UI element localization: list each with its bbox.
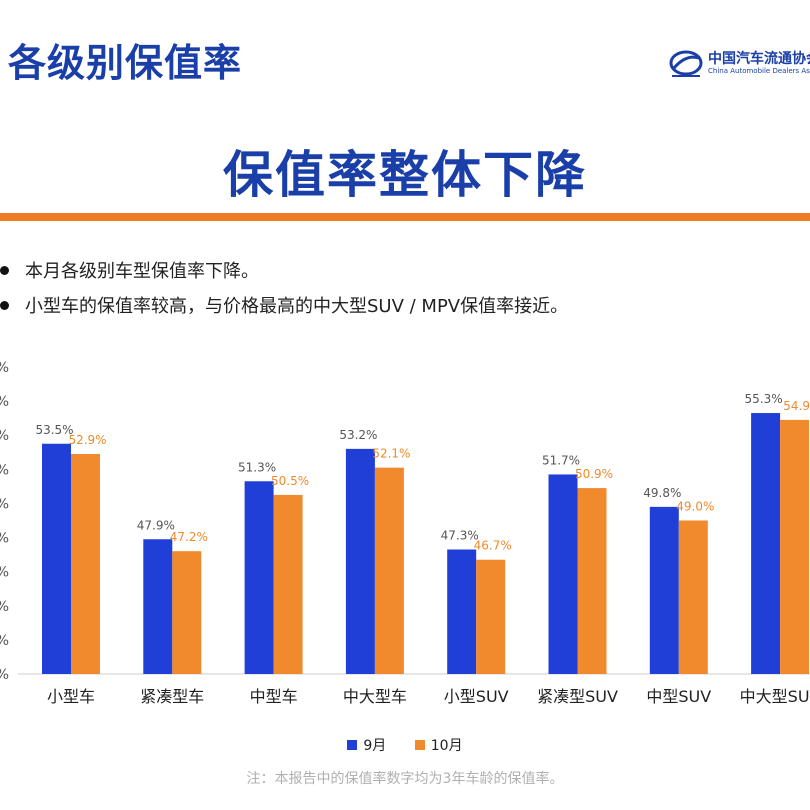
bar-oct-0 — [71, 453, 100, 674]
page-title: 各级别保值率 — [8, 41, 243, 85]
y-tick-label: % — [0, 633, 9, 649]
y-tick-label: % — [0, 360, 9, 376]
y-tick-label: % — [0, 565, 9, 581]
orange-divider — [0, 213, 810, 221]
y-tick-label: % — [0, 531, 9, 547]
category-label: 紧凑型SUV — [537, 687, 618, 706]
bar-oct-1 — [172, 551, 202, 674]
data-label-sep: 51.7% — [542, 453, 580, 467]
category-label: 中大型SUV — [740, 687, 810, 706]
data-label-oct: 47.2% — [170, 530, 208, 544]
bar-sep-0 — [42, 443, 71, 674]
logo-name-cn: 中国汽车流通协会 — [708, 51, 810, 67]
bullet-dot-icon — [0, 265, 9, 275]
legend-item-sep: 9月 — [347, 735, 386, 755]
chart-legend: 9月 10月 — [0, 735, 810, 755]
bar-sep-2 — [244, 481, 274, 674]
headline: 保值率整体下降 — [223, 146, 587, 204]
logo-name-en: China Automobile Dealers Association — [708, 67, 810, 75]
legend-swatch-orange — [414, 740, 425, 750]
data-label-oct: 46.7% — [474, 539, 512, 553]
bar-oct-6 — [678, 520, 708, 674]
bar-sep-1 — [143, 539, 173, 674]
category-label: 中型车 — [250, 687, 298, 706]
bar-chart: %%%%%%%%%% 53.5%52.9% 小型车 47.9%47.2% 紧凑型车 51.… — [0, 360, 810, 706]
y-tick-label: % — [0, 599, 9, 615]
bar-sep-3 — [345, 448, 375, 674]
bullet-item: 本月各级别车型保值率下降。 — [0, 257, 259, 283]
bullet-item: 小型车的保值率较高，与价格最高的中大型SUV / MPV保值率接近。 — [0, 292, 568, 318]
category-label: 中型SUV — [646, 687, 711, 706]
bullet-text: 小型车的保值率较高，与价格最高的中大型SUV / MPV保值率接近。 — [25, 296, 569, 317]
category-label: 小型SUV — [444, 687, 509, 706]
category-label: 紧凑型车 — [140, 687, 204, 706]
data-label-oct: 52.1% — [372, 447, 410, 461]
data-label-oct: 49.0% — [676, 500, 714, 514]
y-tick-label: % — [0, 394, 9, 410]
bar-sep-4 — [447, 549, 477, 674]
legend-label: 10月 — [430, 738, 463, 754]
data-label-oct: 54.9 — [783, 399, 810, 413]
bullet-dot-icon — [0, 300, 9, 310]
bar-sep-5 — [548, 474, 578, 674]
footnote: 注：本报告中的保值率数字均为3年车龄的保值率。 — [246, 771, 564, 787]
y-tick-label: % — [0, 496, 9, 512]
data-label-sep: 55.3% — [745, 392, 783, 406]
y-tick-label: % — [0, 462, 9, 478]
legend-swatch-blue — [347, 740, 358, 750]
bullet-text: 本月各级别车型保值率下降。 — [25, 261, 259, 282]
y-tick-label: % — [0, 428, 9, 444]
bar-oct-4 — [476, 559, 506, 674]
bar-oct-7 — [780, 419, 810, 674]
data-label-sep: 53.5% — [35, 423, 73, 437]
cada-logo-icon — [669, 50, 703, 77]
bar-oct-3 — [374, 467, 404, 674]
data-label-sep: 47.3% — [441, 528, 479, 542]
data-label-oct: 52.9% — [68, 433, 106, 447]
bar-oct-5 — [577, 488, 607, 674]
category-label: 小型车 — [47, 687, 95, 706]
data-label-sep: 51.3% — [238, 460, 276, 474]
data-label-oct: 50.9% — [575, 467, 613, 481]
legend-item-oct: 10月 — [414, 735, 463, 755]
y-tick-label: % — [0, 667, 9, 683]
data-label-sep: 47.9% — [137, 518, 175, 532]
bar-sep-6 — [649, 506, 679, 674]
data-label-oct: 50.5% — [271, 474, 309, 488]
bar-sep-7 — [751, 413, 781, 674]
data-label-sep: 53.2% — [339, 428, 377, 442]
cada-logo: 中国汽车流通协会 China Automobile Dealers Associ… — [668, 44, 810, 84]
data-label-sep: 49.8% — [643, 486, 681, 500]
legend-label: 9月 — [363, 738, 387, 754]
category-label: 中大型车 — [343, 687, 407, 706]
bar-oct-2 — [273, 494, 303, 674]
